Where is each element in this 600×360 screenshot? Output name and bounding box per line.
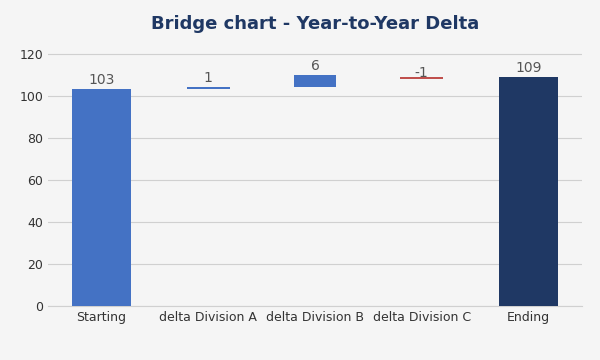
Bar [400,77,443,79]
Text: 103: 103 [88,73,115,87]
Text: 109: 109 [515,61,542,75]
Bar [499,77,558,306]
Bar [187,87,230,89]
Bar [293,75,337,87]
Bar [72,89,131,306]
Text: 1: 1 [204,71,213,85]
Text: 6: 6 [311,59,319,73]
Text: -1: -1 [415,66,428,80]
Title: Bridge chart - Year-to-Year Delta: Bridge chart - Year-to-Year Delta [151,15,479,33]
